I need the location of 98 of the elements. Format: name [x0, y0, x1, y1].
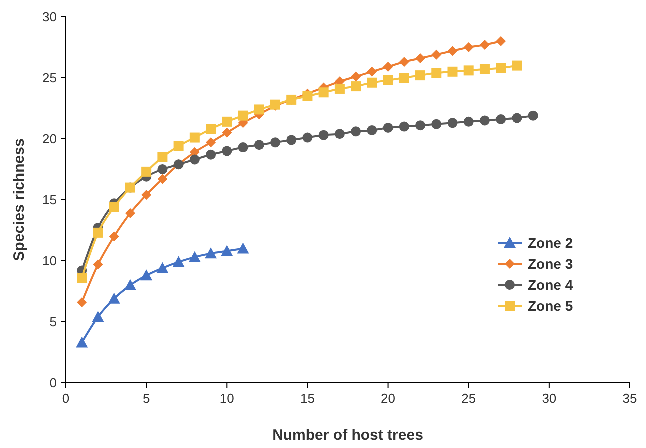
point [464, 66, 474, 76]
point [125, 208, 136, 218]
point [334, 84, 345, 94]
y-tick-label: 15 [42, 192, 57, 208]
x-tick-label: 20 [381, 391, 396, 406]
point [448, 46, 458, 56]
point [351, 126, 362, 137]
point [77, 273, 88, 284]
point [270, 138, 280, 148]
point [190, 154, 200, 165]
point [142, 166, 152, 177]
legend-label: Zone 2 [528, 235, 574, 251]
point [172, 256, 185, 268]
point [109, 232, 120, 242]
point [188, 251, 201, 262]
point [367, 66, 378, 77]
point [158, 164, 168, 174]
point [108, 292, 120, 304]
point [174, 141, 184, 152]
y-tick-label: 0 [50, 376, 57, 390]
point [480, 64, 490, 74]
point [334, 129, 345, 140]
point [140, 270, 153, 281]
point [512, 113, 522, 124]
point [399, 57, 410, 68]
point [222, 128, 232, 138]
point [222, 146, 232, 156]
legend-label: Zone 4 [528, 277, 574, 293]
point [416, 53, 426, 64]
y-tick-label: 5 [50, 314, 57, 330]
point [318, 88, 329, 98]
point [238, 110, 248, 121]
point [206, 124, 216, 134]
point [399, 122, 410, 132]
point [286, 135, 297, 146]
point [205, 248, 218, 259]
point [302, 132, 313, 143]
point [399, 73, 410, 83]
x-axis-title: Number of host trees [272, 427, 424, 444]
y-axis-title: Species richness [11, 138, 28, 262]
point [92, 311, 104, 322]
point [76, 336, 88, 348]
point [496, 36, 506, 46]
point [383, 123, 394, 134]
point [222, 116, 232, 127]
legend-label: Zone 3 [528, 256, 574, 272]
point [496, 114, 506, 124]
x-tick-label: 10 [220, 391, 234, 406]
point [464, 116, 474, 127]
point [93, 260, 104, 270]
point [206, 150, 216, 160]
y-tick-label: 20 [42, 132, 57, 146]
point [367, 125, 378, 136]
point [77, 297, 88, 308]
point [302, 91, 313, 102]
x-tick-label: 35 [622, 391, 638, 406]
point [464, 42, 474, 52]
x-tick-label: 15 [300, 391, 315, 406]
point [416, 70, 426, 81]
point [416, 120, 426, 131]
point [318, 130, 329, 140]
point [351, 72, 362, 82]
point [480, 116, 490, 126]
point [206, 138, 216, 148]
point [124, 279, 136, 290]
x-tick-label: 5 [142, 391, 150, 406]
point [158, 174, 168, 184]
y-tick-label: 30 [42, 10, 57, 24]
x-tick-label: 25 [462, 391, 476, 406]
point [383, 62, 394, 72]
point [142, 190, 152, 200]
point [432, 50, 442, 60]
y-tick-label: 10 [42, 254, 57, 268]
y-tick-label: 25 [42, 70, 57, 86]
point [512, 60, 522, 71]
point [448, 118, 458, 128]
point [496, 63, 506, 74]
point [254, 104, 264, 115]
point [367, 78, 378, 88]
point [351, 82, 362, 92]
legend-label: Zone 5 [528, 298, 574, 314]
x-tick-label: 30 [542, 391, 557, 406]
point [432, 119, 442, 130]
x-tick-label: 0 [62, 391, 70, 406]
point [158, 152, 168, 162]
point [237, 242, 250, 254]
point [190, 132, 200, 143]
point [109, 202, 120, 212]
point [383, 75, 394, 86]
point [238, 142, 248, 153]
point [480, 40, 490, 50]
point [528, 110, 538, 121]
point [93, 228, 104, 238]
point [432, 68, 442, 78]
point [448, 66, 458, 77]
point [156, 262, 169, 274]
point [221, 245, 234, 256]
point [254, 140, 264, 150]
